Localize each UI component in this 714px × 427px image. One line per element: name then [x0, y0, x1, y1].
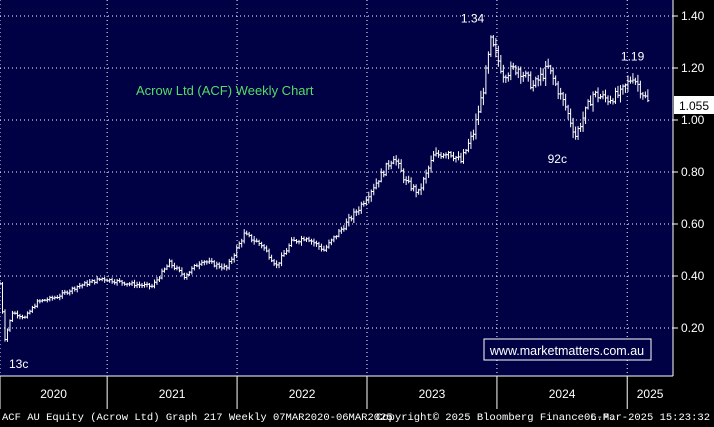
footer-center: Copyright© 2025 Bloomberg Finance L.P. [376, 412, 616, 424]
footer-left: ACF AU Equity (Acrow Ltd) Graph 217 Week… [2, 412, 393, 424]
y-axis-ticks: 0.20 0.40 0.60 0.80 1.00 1.20 1.40 [672, 0, 705, 376]
watermark-box [483, 338, 652, 361]
x-axis-background [0, 376, 714, 409]
ohlc-chart: 0.200.400.600.801.001.201.40 2020 2021 202… [0, 0, 714, 409]
x-tick-label: 2024 [549, 387, 576, 401]
watermark: www.marketmatters.com.au [489, 344, 644, 358]
x-tick-label: 2021 [159, 387, 186, 401]
price-bars [0, 35, 650, 342]
annotation-label: 92c [548, 152, 567, 166]
y-tick-label: 1.40 [681, 9, 705, 23]
annotations: 13c 1.34 92c 1.19 [9, 12, 645, 372]
x-tick-label: 2022 [289, 387, 316, 401]
x-tick-label: 2023 [419, 387, 446, 401]
y-tick-label: 1.20 [681, 61, 705, 75]
annotation-label: 1.19 [621, 50, 645, 64]
footer-right: 06-Mar-2025 15:23:32 [583, 412, 710, 424]
grid-lines [0, 0, 673, 376]
x-axis-ticks: 2020 2021 2022 2023 2024 2025 [0, 375, 673, 409]
last-price-box [674, 96, 714, 114]
y-tick-label: 0.60 [681, 217, 705, 231]
x-tick-label: 2025 [637, 387, 664, 401]
y-tick-label: 0.20 [681, 321, 705, 335]
chart-title: Acrow Ltd (ACF) Weekly Chart [136, 83, 314, 98]
annotation-label: 1.34 [461, 12, 485, 26]
y-tick-label: 1.00 [681, 113, 705, 127]
x-tick-label: 2020 [40, 387, 67, 401]
y-axis-background [673, 0, 714, 376]
y-tick-label: 0.40 [681, 269, 705, 283]
y-tick-label: 0.80 [681, 165, 705, 179]
footer-bar: ACF AU Equity (Acrow Ltd) Graph 217 Week… [0, 409, 714, 427]
last-price-label: 1.055 [679, 99, 709, 113]
plot-background [0, 0, 673, 376]
annotation-label: 13c [9, 357, 28, 371]
